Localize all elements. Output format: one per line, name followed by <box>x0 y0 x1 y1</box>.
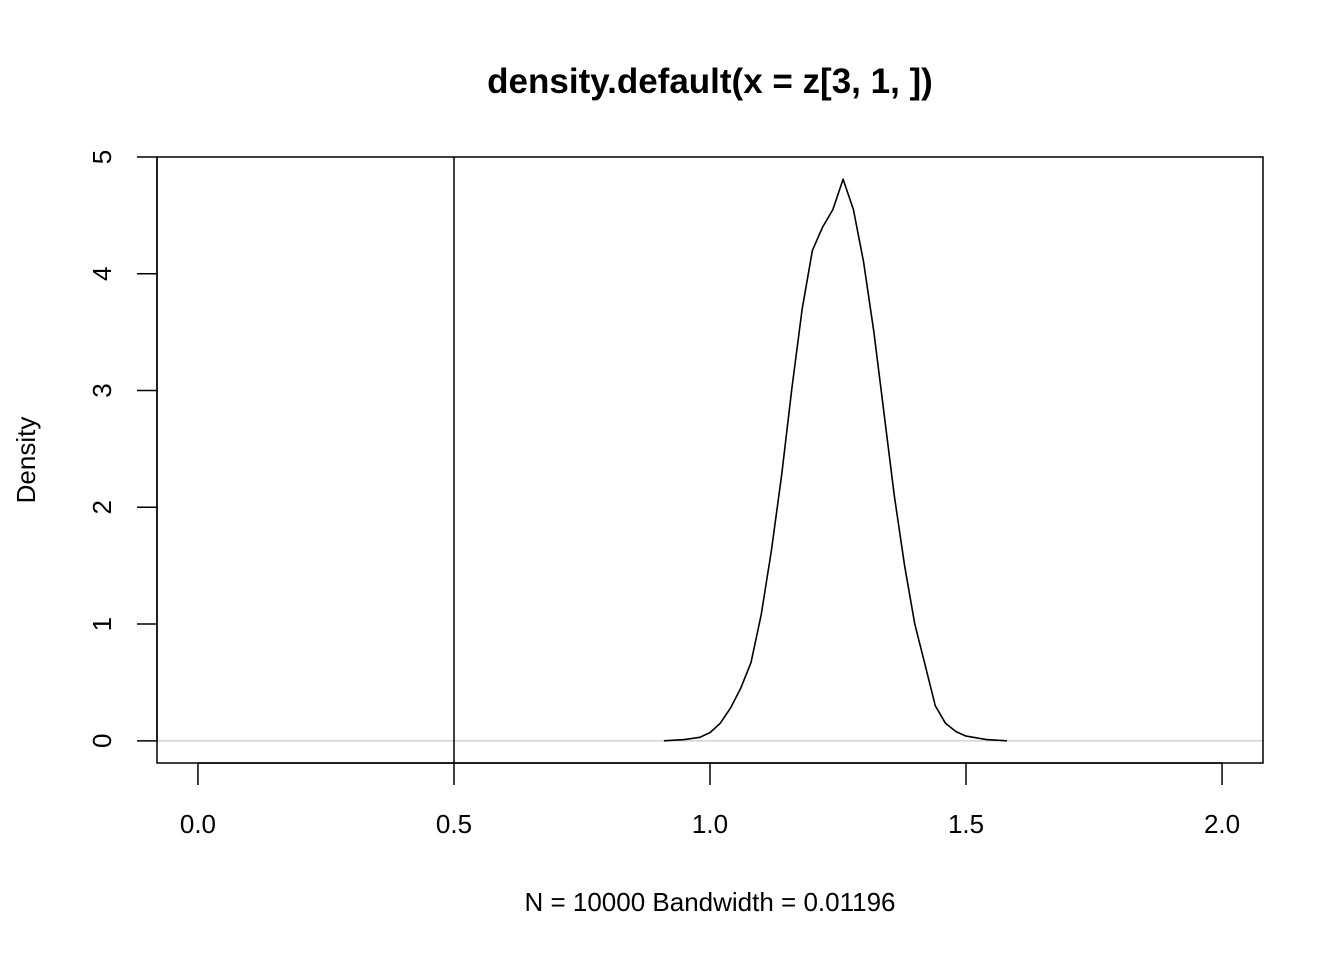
x-tick-label: 1.0 <box>692 809 728 839</box>
plot-box <box>156 156 1264 764</box>
y-tick-label: 2 <box>87 500 117 514</box>
x-tick-label: 2.0 <box>1204 809 1240 839</box>
chart-title: density.default(x = z[3, 1, ]) <box>487 62 933 101</box>
y-axis-label: Density <box>11 417 41 504</box>
x-tick-label: 0.0 <box>180 809 216 839</box>
y-tick-label: 5 <box>87 150 117 164</box>
x-axis: 0.0 0.5 1.0 1.5 2.0 <box>180 762 1240 839</box>
density-curve-layer <box>663 178 1008 742</box>
y-axis: 0 1 2 3 4 5 <box>87 150 158 748</box>
density-curve-0 <box>663 178 1008 742</box>
y-tick-label: 0 <box>87 734 117 748</box>
x-axis-label: N = 10000 Bandwidth = 0.01196 <box>524 887 895 917</box>
y-tick-label: 4 <box>87 267 117 281</box>
x-tick-label: 0.5 <box>436 809 472 839</box>
x-tick-label: 1.5 <box>948 809 984 839</box>
y-tick-label: 3 <box>87 383 117 397</box>
y-tick-label: 1 <box>87 617 117 631</box>
